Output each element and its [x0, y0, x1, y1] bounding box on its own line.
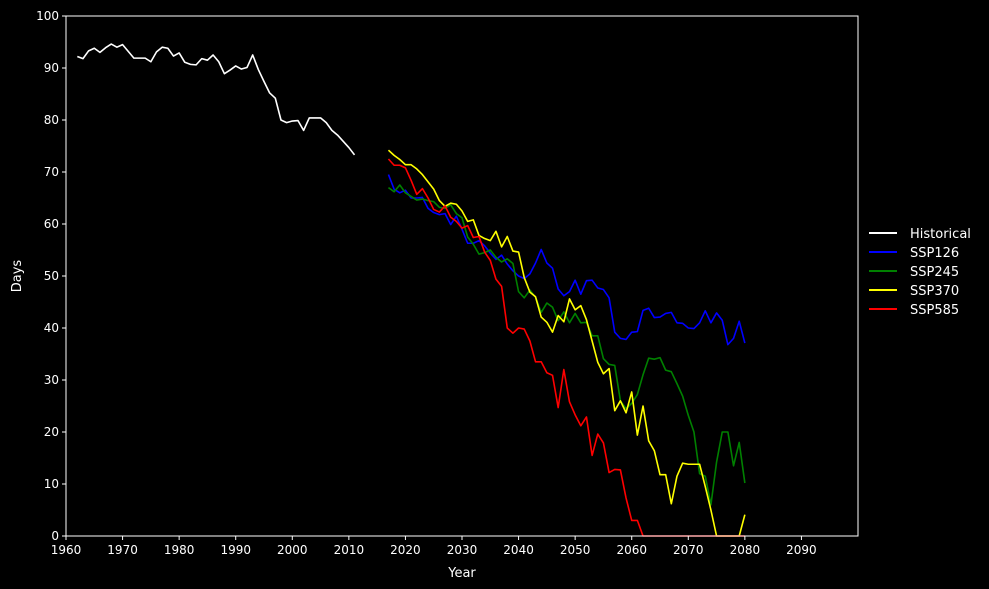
- legend: Historical SSP126 SSP245 SSP370 SSP585: [869, 227, 971, 318]
- x-tick-label: 1980: [164, 543, 195, 557]
- series-line-historical: [77, 43, 356, 156]
- x-tick-label: 2040: [503, 543, 534, 557]
- legend-label-ssp370: SSP370: [910, 284, 959, 299]
- y-tick-label: 20: [44, 425, 59, 439]
- y-tick-label: 30: [44, 373, 59, 387]
- x-tick-label: 1970: [107, 543, 138, 557]
- y-axis: 0 10 20 30 40 50 60 70 80 90 100: [36, 9, 66, 543]
- y-tick-label: 70: [44, 165, 59, 179]
- legend-label-ssp126: SSP126: [910, 246, 959, 261]
- x-tick-label: 1990: [220, 543, 251, 557]
- y-tick-label: 10: [44, 477, 59, 491]
- x-tick-label: 2060: [616, 543, 647, 557]
- y-tick-label: 80: [44, 113, 59, 127]
- y-axis-label: Days: [10, 260, 25, 293]
- y-tick-label: 0: [51, 529, 59, 543]
- plot-lines: [77, 43, 746, 537]
- legend-label-ssp245: SSP245: [910, 265, 959, 280]
- x-tick-label: 2000: [277, 543, 308, 557]
- x-tick-label: 2010: [334, 543, 365, 557]
- legend-label-historical: Historical: [910, 227, 971, 242]
- x-tick-label: 2030: [447, 543, 478, 557]
- x-tick-label: 2090: [786, 543, 817, 557]
- x-axis: 1960 1970 1980 1990 2000 2010 2020 2030 2040 2050…: [51, 536, 817, 557]
- x-tick-label: 2070: [673, 543, 704, 557]
- series-line-ssp370: [387, 149, 746, 537]
- x-axis-label: Year: [447, 566, 476, 581]
- legend-label-ssp585: SSP585: [910, 303, 959, 318]
- x-tick-label: 2080: [730, 543, 761, 557]
- y-tick-label: 60: [44, 217, 59, 231]
- y-tick-label: 40: [44, 321, 59, 335]
- series-line-ssp126: [387, 174, 746, 346]
- x-tick-label: 2050: [560, 543, 591, 557]
- y-tick-label: 90: [44, 61, 59, 75]
- x-tick-label: 2020: [390, 543, 421, 557]
- y-tick-label: 100: [36, 9, 59, 23]
- series-line-ssp245: [387, 184, 746, 506]
- x-tick-label: 1960: [51, 543, 82, 557]
- y-tick-label: 50: [44, 269, 59, 283]
